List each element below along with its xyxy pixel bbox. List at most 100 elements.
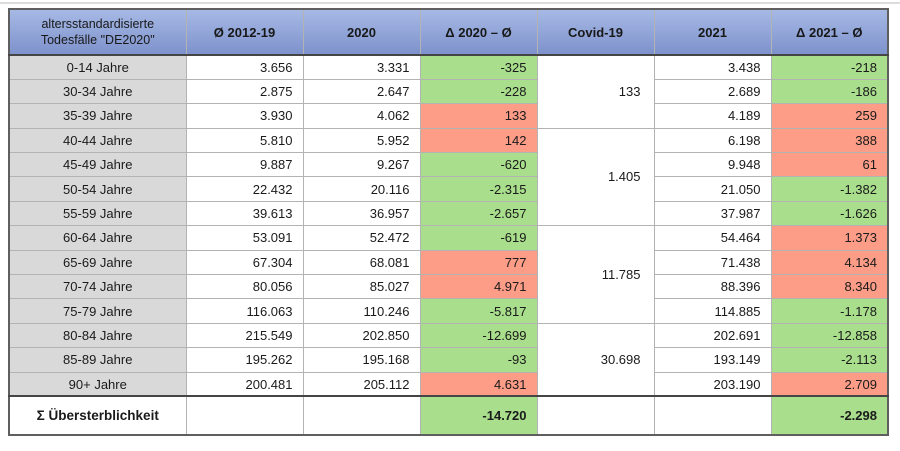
- y2021-cell: 88.396: [653, 274, 772, 300]
- y2020-cell: 202.850: [302, 322, 421, 349]
- table-row: 90+ Jahre 200.481 205.112 4.631 203.190 …: [8, 371, 889, 397]
- table-body: 0-14 Jahre 3.656 3.331 -325 133 3.438 -2…: [8, 54, 889, 436]
- age-cell: 70-74 Jahre: [8, 274, 187, 300]
- header-delta-2021: Δ 2021 – Ø: [770, 8, 889, 56]
- delta-2020-cell: -93: [419, 347, 538, 373]
- delta-2021-cell: 61: [770, 152, 889, 178]
- y2021-cell: 114.885: [653, 298, 772, 324]
- y2021-cell: 202.691: [653, 322, 772, 349]
- y2020-cell: 20.116: [302, 176, 421, 202]
- y2021-cell: 2.689: [653, 78, 772, 105]
- y2020-cell: 205.112: [302, 371, 421, 397]
- age-cell: 40-44 Jahre: [8, 127, 187, 154]
- avg-cell: 215.549: [185, 322, 304, 349]
- sum-delta-2020-cell: -14.720: [419, 395, 538, 436]
- y2020-cell: 9.267: [302, 152, 421, 178]
- table-row: 65-69 Jahre 67.304 68.081 777 71.438 4.1…: [8, 249, 889, 276]
- header-covid-19: Covid-19: [536, 8, 655, 56]
- delta-2020-cell: -5.817: [419, 298, 538, 324]
- table-row: 80-84 Jahre 215.549 202.850 -12.699 30.6…: [8, 322, 889, 397]
- mortality-table: altersstandardisierte Todesfälle "DE2020"…: [8, 8, 889, 437]
- table-header: altersstandardisierte Todesfälle "DE2020"…: [8, 8, 889, 56]
- avg-cell: 80.056: [185, 274, 304, 300]
- table-row: 75-79 Jahre 116.063 110.246 -5.817 114.8…: [8, 298, 889, 324]
- table-row: 50-54 Jahre 22.432 20.116 -2.315 21.050 …: [8, 176, 889, 202]
- delta-2021-cell: -1.382: [770, 176, 889, 202]
- sum-row: Σ Übersterblichkeit -14.720 -2.298: [8, 395, 889, 436]
- age-cell: 75-79 Jahre: [8, 298, 187, 324]
- y2021-cell: 54.464: [653, 225, 772, 251]
- y2020-cell: 2.647: [302, 78, 421, 105]
- delta-2021-cell: -186: [770, 78, 889, 105]
- header-2021: 2021: [653, 8, 772, 56]
- avg-cell: 22.432: [185, 176, 304, 202]
- table-row: 60-64 Jahre 53.091 52.472 -619 11.785 54…: [8, 225, 889, 324]
- table-row: 35-39 Jahre 3.930 4.062 133 4.189 259: [8, 103, 889, 129]
- delta-2021-cell: 388: [770, 127, 889, 154]
- delta-2021-cell: 2.709: [770, 371, 889, 397]
- covid-merged-cell: 133: [536, 54, 655, 129]
- avg-cell: 5.810: [185, 127, 304, 154]
- avg-cell: 116.063: [185, 298, 304, 324]
- header-title-cell: altersstandardisierte Todesfälle "DE2020": [8, 8, 187, 56]
- delta-2020-cell: -620: [419, 152, 538, 178]
- avg-cell: 67.304: [185, 249, 304, 276]
- delta-2021-cell: -2.113: [770, 347, 889, 373]
- delta-2020-cell: 4.631: [419, 371, 538, 397]
- delta-2021-cell: 259: [770, 103, 889, 129]
- delta-2020-cell: -2.657: [419, 200, 538, 227]
- delta-2021-cell: 8.340: [770, 274, 889, 300]
- avg-cell: 200.481: [185, 371, 304, 397]
- delta-2021-cell: -218: [770, 54, 889, 80]
- delta-2020-cell: -619: [419, 225, 538, 251]
- header-avg-2012-19: Ø 2012-19: [185, 8, 304, 56]
- avg-cell: 195.262: [185, 347, 304, 373]
- y2021-cell: 71.438: [653, 249, 772, 276]
- age-cell: 45-49 Jahre: [8, 152, 187, 178]
- avg-cell: 2.875: [185, 78, 304, 105]
- y2021-cell: 6.198: [653, 127, 772, 154]
- covid-merged-cell: 30.698: [536, 322, 655, 397]
- header-row: altersstandardisierte Todesfälle "DE2020"…: [8, 8, 889, 56]
- page-top-divider: [0, 2, 900, 4]
- delta-2020-cell: 142: [419, 127, 538, 154]
- age-cell: 55-59 Jahre: [8, 200, 187, 227]
- table-row: 30-34 Jahre 2.875 2.647 -228 2.689 -186: [8, 78, 889, 105]
- delta-2021-cell: -12.858: [770, 322, 889, 349]
- table-row: 0-14 Jahre 3.656 3.331 -325 133 3.438 -2…: [8, 54, 889, 129]
- avg-cell: 39.613: [185, 200, 304, 227]
- y2021-cell: 21.050: [653, 176, 772, 202]
- covid-merged-cell: 1.405: [536, 127, 655, 227]
- y2021-cell: 3.438: [653, 54, 772, 80]
- avg-cell: 53.091: [185, 225, 304, 251]
- y2020-cell: 110.246: [302, 298, 421, 324]
- sum-empty-avg-cell: [185, 395, 304, 436]
- y2020-cell: 5.952: [302, 127, 421, 154]
- age-cell: 50-54 Jahre: [8, 176, 187, 202]
- age-cell: 90+ Jahre: [8, 371, 187, 397]
- delta-2020-cell: 4.971: [419, 274, 538, 300]
- age-cell: 60-64 Jahre: [8, 225, 187, 251]
- y2020-cell: 68.081: [302, 249, 421, 276]
- delta-2020-cell: -12.699: [419, 322, 538, 349]
- table-row: 55-59 Jahre 39.613 36.957 -2.657 37.987 …: [8, 200, 889, 227]
- y2021-cell: 193.149: [653, 347, 772, 373]
- y2021-cell: 203.190: [653, 371, 772, 397]
- header-2020: 2020: [302, 8, 421, 56]
- header-title-line2: Todesfälle "DE2020": [40, 33, 155, 47]
- y2021-cell: 9.948: [653, 152, 772, 178]
- age-cell: 30-34 Jahre: [8, 78, 187, 105]
- delta-2021-cell: 4.134: [770, 249, 889, 276]
- table-row: 40-44 Jahre 5.810 5.952 142 1.405 6.198 …: [8, 127, 889, 227]
- age-cell: 0-14 Jahre: [8, 54, 187, 80]
- covid-merged-cell: 11.785: [536, 225, 655, 324]
- avg-cell: 3.656: [185, 54, 304, 80]
- delta-2020-cell: -2.315: [419, 176, 538, 202]
- y2020-cell: 52.472: [302, 225, 421, 251]
- y2021-cell: 37.987: [653, 200, 772, 227]
- table-row: 70-74 Jahre 80.056 85.027 4.971 88.396 8…: [8, 274, 889, 300]
- y2020-cell: 3.331: [302, 54, 421, 80]
- delta-2020-cell: 133: [419, 103, 538, 129]
- header-delta-2020: Δ 2020 – Ø: [419, 8, 538, 56]
